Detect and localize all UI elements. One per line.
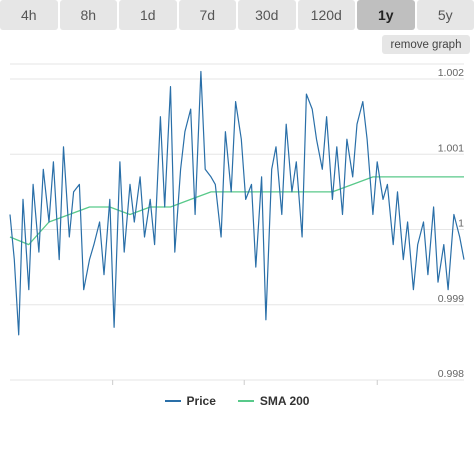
tab-30d[interactable]: 30d [238,0,296,30]
price-series [9,70,465,336]
tab-120d[interactable]: 120d [297,0,355,30]
legend-item-sma[interactable]: SMA 200 [237,394,310,408]
timeframe-tabs: 4h 8h 1d 7d 30d 120d 1y 5y [0,0,474,30]
tab-5y[interactable]: 5y [416,0,474,30]
y-tick-label: 1.002 [438,67,464,79]
legend-swatch-sma [237,400,254,402]
price-line [9,70,465,336]
legend-swatch-price [164,400,181,402]
tab-1y[interactable]: 1y [357,0,415,30]
y-tick-label: 0.999 [438,293,464,305]
tab-1d[interactable]: 1d [119,0,177,30]
chart-legend: Price SMA 200 [0,394,474,408]
y-tick-label: 1.001 [438,142,464,154]
grid [10,63,464,385]
y-tick-label: 0.998 [438,368,464,380]
legend-item-price[interactable]: Price [164,394,216,408]
legend-label-sma: SMA 200 [259,394,310,408]
tab-8h[interactable]: 8h [59,0,117,30]
remove-graph-button[interactable]: remove graph [382,35,470,54]
legend-label-price: Price [186,394,216,408]
y-tick-label: 1 [458,218,464,230]
tab-4h[interactable]: 4h [0,0,58,30]
tab-7d[interactable]: 7d [178,0,236,30]
y-axis-labels: 0.998 0.999 1 1.001 1.002 [438,67,464,380]
